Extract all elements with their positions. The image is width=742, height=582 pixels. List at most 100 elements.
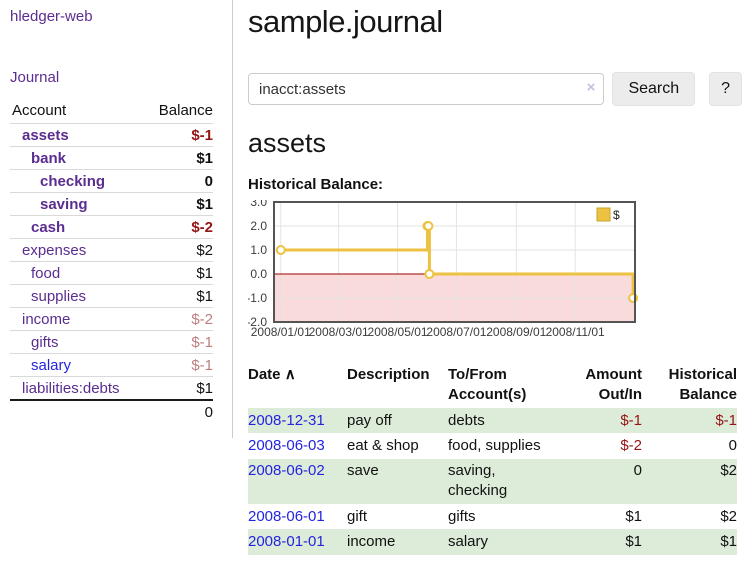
accounts-cell: debts: [448, 411, 485, 429]
description-cell: eat & shop: [347, 436, 419, 454]
account-row: bank $1: [10, 147, 213, 170]
sidebar-total-balance: 0: [204, 404, 213, 421]
amount-cell: 0: [633, 462, 642, 479]
main-content: sample.journal × Search ? assets Histori…: [248, 0, 742, 555]
date-header[interactable]: Date ∧: [248, 361, 347, 408]
y-tick-label: -1.0: [248, 291, 267, 305]
account-balance: $-1: [191, 333, 213, 351]
balance-cell: $-1: [715, 411, 737, 429]
accounts-table: Account Balance assets $-1 bank $1 checking 0…: [10, 99, 213, 424]
y-tick-label: 1.0: [250, 243, 267, 257]
account-link[interactable]: cash: [31, 218, 66, 236]
accounts-rows: assets $-1 bank $1 checking 0 saving $1 cash $-2 e…: [10, 124, 213, 401]
table-row: 2008-06-01 gift gifts $1 $2: [248, 504, 737, 529]
account-link[interactable]: assets: [22, 126, 69, 144]
account-row: gifts $-1: [10, 331, 213, 354]
account-balance: $-2: [191, 310, 213, 328]
description-cell: save: [347, 462, 379, 479]
legend-label: $: [613, 208, 620, 222]
balance-cell: $1: [720, 532, 737, 550]
account-balance: 0: [204, 172, 213, 190]
x-tick-label: 2008/09/01: [486, 325, 546, 339]
date-cell: 2008-06-03: [248, 433, 347, 458]
sidebar-item-journal[interactable]: Journal: [10, 69, 60, 86]
account-column-header: Account: [12, 102, 67, 119]
account-row: supplies $1: [10, 285, 213, 308]
data-point: [424, 269, 435, 279]
x-tick-label: 2008/01/01: [251, 325, 311, 339]
account-row: saving $1: [10, 193, 213, 216]
date-link[interactable]: 2008-06-03: [248, 436, 325, 454]
accounts-cell: gifts: [448, 507, 476, 525]
account-link[interactable]: liabilities:debts: [22, 379, 120, 397]
amount-cell: $-1: [620, 411, 642, 429]
account-link[interactable]: food: [31, 264, 61, 282]
date-link[interactable]: 2008-12-31: [248, 411, 325, 429]
account-balance: $-1: [191, 126, 213, 144]
account-link[interactable]: saving: [40, 195, 88, 213]
account-link[interactable]: checking: [40, 172, 106, 190]
amount-cell: $1: [625, 532, 642, 550]
historical-balance-chart[interactable]: 2008/01/012008/03/012008/05/012008/07/01…: [248, 200, 644, 342]
account-balance: $2: [196, 241, 213, 259]
description-cell: income: [347, 532, 396, 550]
account-heading: assets: [248, 128, 327, 158]
search-form: × Search ?: [248, 72, 742, 106]
search-box: ×: [248, 73, 605, 105]
account-row: checking 0: [10, 170, 213, 193]
accounts-cell: salary: [448, 532, 489, 550]
data-point: [275, 245, 286, 255]
description-header: Description: [347, 366, 430, 383]
clear-search-icon[interactable]: ×: [586, 79, 596, 96]
page-title: sample.journal: [248, 4, 443, 39]
account-balance: $1: [196, 287, 213, 305]
register-header-row: Date ∧ Description To/From Account(s) Am…: [248, 361, 737, 408]
account-row: assets $-1: [10, 124, 213, 147]
date-link[interactable]: 2008-06-02: [248, 462, 325, 479]
description-cell: gift: [347, 507, 368, 525]
balance-column-header: Balance: [158, 102, 213, 119]
description-cell: pay off: [347, 411, 392, 429]
x-tick-label: 2008/11/01: [546, 325, 605, 339]
account-row: expenses $2: [10, 239, 213, 262]
search-input[interactable]: [248, 73, 605, 105]
table-row: 2008-12-31 pay off debts $-1 $-1: [248, 408, 737, 434]
chart-border: [273, 201, 636, 323]
account-link[interactable]: supplies: [31, 287, 87, 305]
account-balance: $1: [196, 264, 213, 282]
data-point: [423, 221, 434, 231]
legend-swatch: [596, 207, 611, 222]
amount-cell: $-2: [620, 436, 642, 454]
search-button[interactable]: Search: [612, 72, 696, 106]
amount-header: Amount Out/In: [585, 366, 642, 403]
date-link[interactable]: 2008-06-01: [248, 507, 325, 525]
chart-title: Historical Balance:: [248, 176, 384, 193]
sort-ascending-icon: ∧: [284, 366, 296, 383]
account-link[interactable]: salary: [31, 356, 72, 374]
account-balance: $-1: [191, 356, 213, 374]
account-row: food $1: [10, 262, 213, 285]
date-link[interactable]: 2008-01-01: [248, 532, 325, 550]
account-link[interactable]: bank: [31, 149, 67, 167]
account-link[interactable]: expenses: [22, 241, 87, 259]
register-body: 2008-12-31 pay off debts $-1 $-1 2008-06-03 ea…: [248, 408, 737, 555]
help-button[interactable]: ?: [709, 72, 742, 106]
y-tick-label: 0.0: [250, 267, 267, 281]
balance-cell: $2: [720, 462, 737, 479]
account-link[interactable]: gifts: [31, 333, 59, 351]
sidebar-divider: [232, 0, 233, 438]
account-row: liabilities:debts $1: [10, 377, 213, 401]
date-cell: 2008-06-02: [248, 459, 347, 505]
account-row: salary $-1: [10, 354, 213, 377]
register-table: Date ∧ Description To/From Account(s) Am…: [248, 361, 737, 555]
account-row: income $-2: [10, 308, 213, 331]
app-title-link[interactable]: hledger-web: [10, 8, 93, 25]
y-tick-label: 3.0: [250, 200, 267, 209]
table-row: 2008-06-03 eat & shop food, supplies $-2 0: [248, 433, 737, 458]
date-cell: 2008-06-01: [248, 504, 347, 529]
table-row: 2008-06-02 save saving, checking 0 $2: [248, 458, 737, 505]
x-tick-label: 2008/05/01: [368, 325, 428, 339]
account-balance: $1: [196, 379, 213, 397]
account-link[interactable]: income: [22, 310, 71, 328]
